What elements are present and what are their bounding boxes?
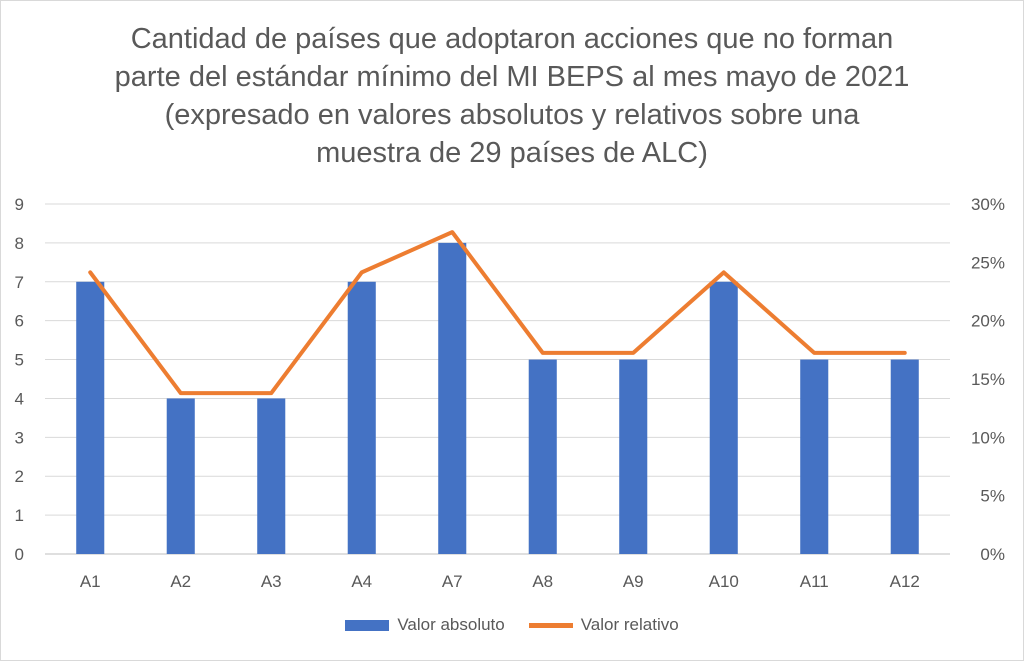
y-axis-left: 0 1 2 3 4 5 6 7 8 9 bbox=[15, 195, 24, 564]
legend-swatch-bars bbox=[345, 619, 390, 631]
y-axis-right: 0% 5% 10% 15% 20% 25% 30% bbox=[971, 195, 1005, 564]
y-right-tick-label: 5% bbox=[980, 487, 1005, 506]
chart-title: Cantidad de países que adoptaron accione… bbox=[0, 20, 1024, 172]
chart-title-line-1: Cantidad de países que adoptaron accione… bbox=[130, 23, 894, 55]
bar-A4 bbox=[347, 281, 376, 554]
y-left-tick-label: 6 bbox=[15, 312, 24, 331]
bar-A9 bbox=[619, 359, 648, 554]
y-left-tick-label: 1 bbox=[15, 506, 24, 525]
y-left-tick-label: 0 bbox=[15, 545, 24, 564]
x-tick-label: A2 bbox=[170, 572, 191, 591]
legend-label-line: Valor relativo bbox=[580, 615, 679, 634]
x-tick-label: A10 bbox=[709, 572, 739, 591]
legend-swatch-line bbox=[528, 622, 573, 628]
y-right-tick-label: 10% bbox=[971, 428, 1005, 447]
bar-A8 bbox=[528, 359, 557, 554]
y-left-tick-label: 3 bbox=[15, 428, 24, 447]
y-right-tick-label: 15% bbox=[971, 370, 1005, 389]
bar-A10 bbox=[709, 281, 738, 554]
chart-title-line-3: (expresado en valores absolutos y relati… bbox=[164, 99, 860, 131]
x-tick-label: A7 bbox=[442, 572, 463, 591]
line-series bbox=[88, 230, 907, 396]
bar-A11 bbox=[800, 359, 829, 554]
x-tick-label: A1 bbox=[80, 572, 101, 591]
x-tick-label: A3 bbox=[261, 572, 282, 591]
chart-title-line-2: parte del estándar mínimo del MI BEPS al… bbox=[114, 61, 910, 93]
bar-A7 bbox=[438, 242, 467, 554]
y-left-tick-label: 7 bbox=[15, 273, 24, 292]
y-left-tick-label: 8 bbox=[15, 234, 24, 253]
legend-item-bars: Valor absoluto bbox=[345, 615, 505, 635]
y-right-tick-label: 20% bbox=[971, 312, 1005, 331]
legend-item-line: Valor relativo bbox=[528, 615, 679, 635]
bar-series bbox=[76, 242, 919, 554]
y-right-tick-label: 25% bbox=[971, 253, 1005, 272]
y-left-tick-label: 5 bbox=[15, 351, 24, 370]
gridlines bbox=[45, 203, 950, 555]
y-left-tick-label: 4 bbox=[15, 389, 24, 408]
bar-A12 bbox=[890, 359, 919, 554]
x-tick-label: A8 bbox=[532, 572, 553, 591]
x-axis: A1 A2 A3 A4 A7 A8 A9 A10 A11 A12 bbox=[80, 572, 920, 591]
x-tick-label: A11 bbox=[800, 572, 829, 591]
y-left-tick-label: 9 bbox=[15, 195, 24, 214]
y-right-tick-label: 0% bbox=[980, 545, 1005, 564]
bar-A3 bbox=[257, 398, 286, 554]
x-tick-label: A4 bbox=[351, 572, 372, 591]
y-left-tick-label: 2 bbox=[15, 467, 24, 486]
chart-title-line-4: muestra de 29 países de ALC) bbox=[316, 137, 708, 169]
y-right-tick-label: 30% bbox=[971, 195, 1005, 214]
x-tick-label: A9 bbox=[623, 572, 644, 591]
x-tick-label: A12 bbox=[890, 572, 920, 591]
legend-label-bars: Valor absoluto bbox=[397, 615, 505, 634]
bar-A1 bbox=[76, 281, 105, 554]
legend: Valor absoluto Valor relativo bbox=[0, 615, 1024, 635]
bar-A2 bbox=[166, 398, 195, 554]
line-valor-relativo bbox=[88, 230, 907, 396]
